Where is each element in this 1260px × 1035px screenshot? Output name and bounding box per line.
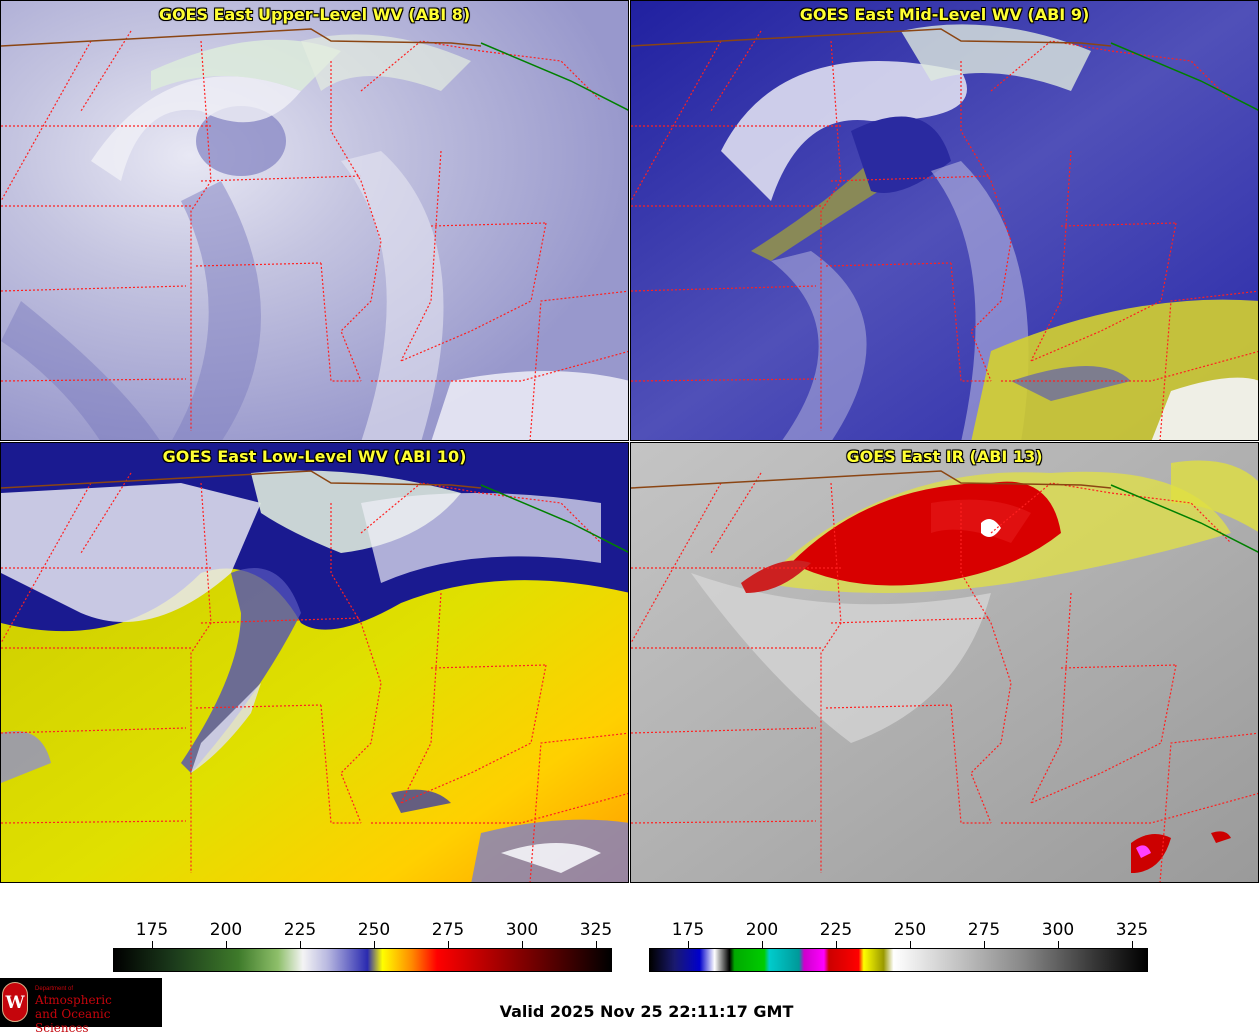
wv-tickmark	[300, 941, 301, 948]
us-canada-border	[1, 28, 482, 47]
ir-tickmark	[1058, 941, 1059, 948]
wv-tick-label: 250	[357, 920, 391, 940]
ir-tickmark	[688, 941, 689, 948]
ir-image	[631, 443, 1258, 882]
canada-province-border	[480, 484, 628, 553]
state-borders	[631, 30, 1258, 440]
canada-province-border	[1110, 42, 1258, 111]
ir-colorbar	[649, 948, 1148, 972]
wv-tickmark	[226, 941, 227, 948]
logo-line1: Atmospheric	[35, 993, 112, 1007]
wv-tick-label: 325	[579, 920, 613, 940]
upper-level-wv-image	[1, 1, 628, 440]
ir-tick-label: 175	[671, 920, 705, 940]
uw-crest-icon: W	[2, 982, 28, 1022]
wv-tick-label: 225	[283, 920, 317, 940]
ir-tick-label: 300	[1041, 920, 1075, 940]
us-canada-border	[1, 470, 482, 489]
panel-title: GOES East Upper-Level WV (ABI 8)	[158, 5, 471, 24]
canada-province-border	[1110, 484, 1258, 553]
panel-mid-level-wv: GOES East Mid-Level WV (ABI 9)	[630, 0, 1259, 441]
ir-tick-label: 325	[1115, 920, 1149, 940]
ir-tickmark	[984, 941, 985, 948]
wv-tickmark	[374, 941, 375, 948]
wv-tick-label: 200	[209, 920, 243, 940]
us-canada-border	[631, 28, 1112, 47]
wv-tickmark	[152, 941, 153, 948]
panel-ir: GOES East IR (ABI 13)	[630, 442, 1259, 883]
valid-time: Valid 2025 Nov 25 22:11:17 GMT	[499, 1002, 794, 1021]
ir-tick-label: 225	[819, 920, 853, 940]
ir-tickmark	[762, 941, 763, 948]
ir-tick-label: 250	[893, 920, 927, 940]
mid-level-wv-image	[631, 1, 1258, 440]
panel-title: GOES East Low-Level WV (ABI 10)	[162, 447, 467, 466]
logo-dept: Department of	[35, 986, 74, 992]
aos-logo[interactable]: W Department of Atmospheric and Oceanic …	[0, 978, 162, 1035]
panel-upper-level-wv: GOES East Upper-Level WV (ABI 8)	[0, 0, 629, 441]
wv-tickmark	[448, 941, 449, 948]
canada-province-border	[480, 42, 628, 111]
panel-title: GOES East IR (ABI 13)	[846, 447, 1043, 466]
ir-tick-label: 275	[967, 920, 1001, 940]
panel-low-level-wv: GOES East Low-Level WV (ABI 10)	[0, 442, 629, 883]
wv-tick-label: 300	[505, 920, 539, 940]
panel-title: GOES East Mid-Level WV (ABI 9)	[799, 5, 1090, 24]
state-borders	[631, 472, 1258, 882]
ir-tick-label: 200	[745, 920, 779, 940]
low-level-wv-image	[1, 443, 628, 882]
wv-tick-label: 275	[431, 920, 465, 940]
ir-tickmark	[910, 941, 911, 948]
wv-colorbar	[113, 948, 612, 972]
us-canada-border	[631, 470, 1112, 489]
state-borders	[1, 30, 628, 440]
ir-tickmark	[836, 941, 837, 948]
wv-tick-label: 175	[135, 920, 169, 940]
wv-tickmark	[596, 941, 597, 948]
state-borders	[1, 472, 628, 882]
wv-tickmark	[522, 941, 523, 948]
ir-tickmark	[1132, 941, 1133, 948]
